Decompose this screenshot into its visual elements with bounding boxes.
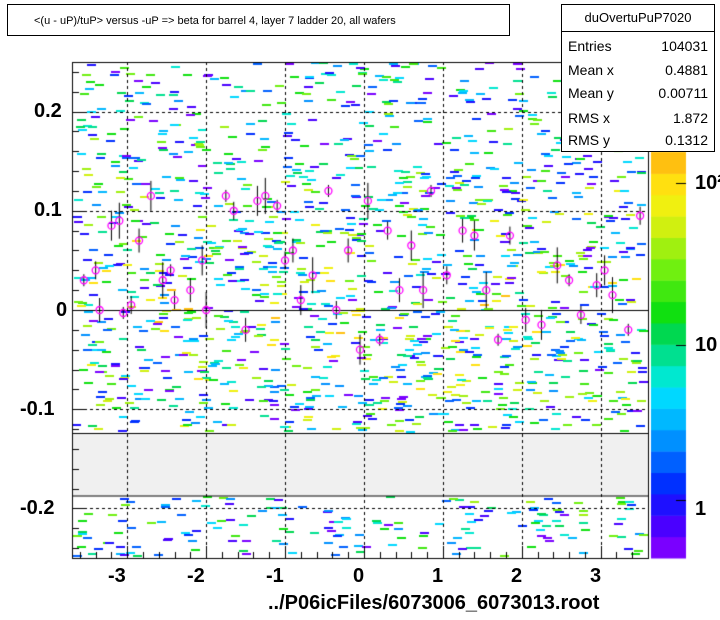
x-tick-label: 0 xyxy=(353,565,365,587)
stats-value: 104031 xyxy=(661,38,708,54)
stats-value: 0.00711 xyxy=(658,85,708,101)
colorbar-label-1: 1 xyxy=(695,498,707,520)
y-tick-label: 0.1 xyxy=(34,199,62,221)
stats-row-mean-y: Mean y 0.00711 xyxy=(568,82,710,104)
x-tick-label: 1 xyxy=(432,565,444,587)
colorbar-label-10: 10 xyxy=(695,334,718,356)
stats-row-rms-x: RMS x 1.872 xyxy=(568,107,710,129)
chart-title-box: <(u - uP)/tuP> versus -uP => beta for ba… xyxy=(7,4,510,36)
stats-row-entries: Entries 104031 xyxy=(568,35,710,57)
stats-key: Entries xyxy=(568,38,612,54)
stats-row-rms-y: RMS y 0.1312 xyxy=(568,129,710,151)
stats-histogram-name: duOvertuPuP7020 xyxy=(562,5,714,32)
x-tick-label: -3 xyxy=(108,565,126,587)
y-tick-label: -0.1 xyxy=(20,398,55,420)
stats-value: 0.4881 xyxy=(665,62,708,78)
y-tick-label: -0.2 xyxy=(20,497,55,519)
y-tick-label: 0 xyxy=(56,299,68,321)
stats-key: RMS y xyxy=(568,132,610,148)
x-tick-label: -1 xyxy=(266,565,284,587)
stats-box: duOvertuPuP7020 Entries 104031 Mean x 0.… xyxy=(561,4,715,152)
colorbar-label-100: 10² xyxy=(695,172,720,194)
stats-key: Mean y xyxy=(568,85,614,101)
source-file-label: ../P06icFiles/6073006_6073013.root xyxy=(268,592,600,614)
stats-key: Mean x xyxy=(568,62,614,78)
stats-value: 0.1312 xyxy=(665,132,708,148)
chart-title: <(u - uP)/tuP> versus -uP => beta for ba… xyxy=(34,15,396,27)
x-tick-label: -2 xyxy=(187,565,205,587)
x-tick-label: 2 xyxy=(511,565,523,587)
x-tick-label: 3 xyxy=(590,565,602,587)
stats-value: 1.872 xyxy=(672,110,708,126)
stats-key: RMS x xyxy=(568,110,610,126)
stats-row-mean-x: Mean x 0.4881 xyxy=(568,59,710,81)
y-tick-label: 0.2 xyxy=(34,100,62,122)
